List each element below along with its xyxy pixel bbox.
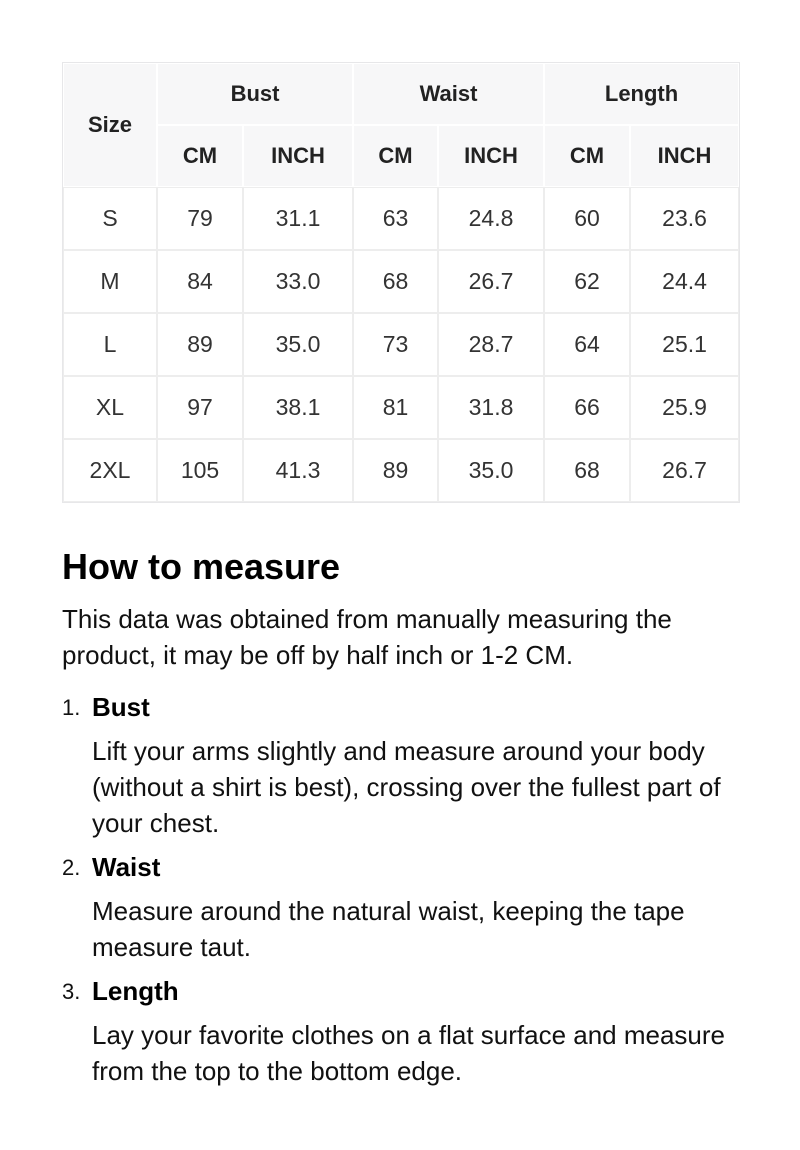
list-item-waist: 2. Waist Measure around the natural wais… — [62, 849, 740, 965]
table-row-s: S 79 31.1 63 24.8 60 23.6 — [63, 187, 740, 250]
value-cell: 97 — [157, 376, 243, 439]
value-cell: 26.7 — [438, 250, 545, 313]
value-cell: 62 — [544, 250, 631, 313]
value-cell: 64 — [544, 313, 631, 376]
step-title-bust: Bust — [92, 692, 150, 722]
value-cell: 26.7 — [630, 439, 740, 502]
value-cell: 35.0 — [438, 439, 545, 502]
value-cell: 73 — [353, 313, 439, 376]
value-cell: 79 — [157, 187, 243, 250]
value-cell: 25.1 — [630, 313, 740, 376]
column-group-waist: Waist — [353, 63, 545, 125]
value-cell: 60 — [544, 187, 631, 250]
column-group-bust: Bust — [157, 63, 354, 125]
size-cell: M — [63, 250, 157, 313]
unit-header-bust-inch: INCH — [243, 125, 354, 187]
table-row-l: L 89 35.0 73 28.7 64 25.1 — [63, 313, 740, 376]
value-cell: 89 — [353, 439, 439, 502]
value-cell: 35.0 — [243, 313, 354, 376]
value-cell: 28.7 — [438, 313, 545, 376]
value-cell: 25.9 — [630, 376, 740, 439]
step-title-length: Length — [92, 976, 179, 1006]
unit-header-length-inch: INCH — [630, 125, 740, 187]
value-cell: 24.4 — [630, 250, 740, 313]
unit-header-waist-inch: INCH — [438, 125, 545, 187]
step-body: Length Lay your favorite clothes on a fl… — [92, 973, 740, 1089]
unit-header-length-cm: CM — [544, 125, 631, 187]
size-chart-table: Size Bust Waist Length CM INCH CM INCH C… — [62, 62, 741, 503]
size-cell: XL — [63, 376, 157, 439]
size-cell: S — [63, 187, 157, 250]
value-cell: 31.1 — [243, 187, 354, 250]
step-description-waist: Measure around the natural waist, keepin… — [92, 896, 685, 962]
measure-steps-list: 1. Bust Lift your arms slightly and meas… — [62, 689, 740, 1089]
value-cell: 63 — [353, 187, 439, 250]
value-cell: 23.6 — [630, 187, 740, 250]
measure-disclaimer-text: This data was obtained from manually mea… — [62, 604, 672, 670]
step-body: Waist Measure around the natural waist, … — [92, 849, 740, 965]
value-cell: 105 — [157, 439, 243, 502]
table-row-m: M 84 33.0 68 26.7 62 24.4 — [63, 250, 740, 313]
column-group-length: Length — [544, 63, 740, 125]
value-cell: 41.3 — [243, 439, 354, 502]
step-number: 2. — [62, 855, 81, 880]
unit-header-bust-cm: CM — [157, 125, 243, 187]
value-cell: 68 — [544, 439, 631, 502]
value-cell: 24.8 — [438, 187, 545, 250]
size-cell: 2XL — [63, 439, 157, 502]
value-cell: 38.1 — [243, 376, 354, 439]
value-cell: 68 — [353, 250, 439, 313]
step-body: Bust Lift your arms slightly and measure… — [92, 689, 740, 841]
step-number: 1. — [62, 695, 81, 720]
value-cell: 89 — [157, 313, 243, 376]
table-row-2xl: 2XL 105 41.3 89 35.0 68 26.7 — [63, 439, 740, 502]
step-description-length: Lay your favorite clothes on a flat surf… — [92, 1020, 726, 1086]
column-header-size: Size — [63, 63, 157, 187]
value-cell: 31.8 — [438, 376, 545, 439]
size-cell: L — [63, 313, 157, 376]
how-to-measure-heading: How to measure — [62, 546, 341, 587]
step-title-waist: Waist — [92, 852, 161, 882]
table-row-xl: XL 97 38.1 81 31.8 66 25.9 — [63, 376, 740, 439]
unit-header-waist-cm: CM — [353, 125, 439, 187]
value-cell: 66 — [544, 376, 631, 439]
value-cell: 33.0 — [243, 250, 354, 313]
list-item-bust: 1. Bust Lift your arms slightly and meas… — [62, 689, 740, 841]
step-number: 3. — [62, 979, 81, 1004]
step-description-bust: Lift your arms slightly and measure arou… — [92, 736, 721, 838]
value-cell: 84 — [157, 250, 243, 313]
value-cell: 81 — [353, 376, 439, 439]
list-item-length: 3. Length Lay your favorite clothes on a… — [62, 973, 740, 1089]
